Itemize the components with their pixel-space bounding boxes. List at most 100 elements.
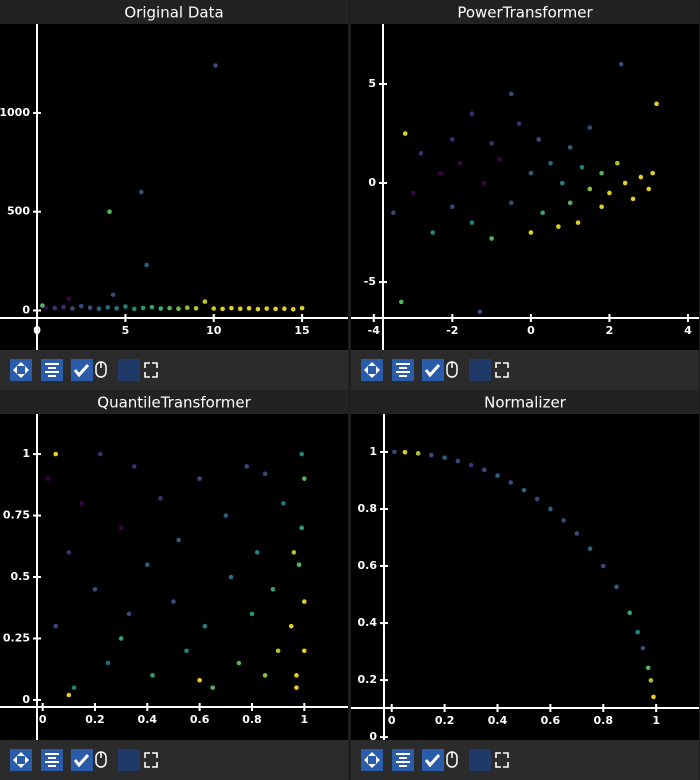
scatter-point — [87, 305, 93, 311]
zoom-tool[interactable] — [392, 749, 414, 771]
toggle-tool[interactable] — [71, 359, 93, 381]
scatter-point — [53, 623, 59, 629]
scatter-point — [302, 476, 307, 481]
plot-area — [351, 414, 699, 740]
scatter-point — [140, 305, 146, 311]
scatter-point — [521, 487, 527, 493]
toggle-tool[interactable] — [71, 749, 93, 771]
save-tool[interactable] — [469, 749, 491, 771]
scatter-point — [469, 111, 475, 117]
scatter-point — [237, 306, 243, 312]
icon — [45, 753, 59, 755]
scatter-point — [158, 306, 164, 311]
scatter-point — [587, 186, 593, 192]
icon — [48, 367, 56, 369]
scatter-point — [299, 451, 304, 457]
scatter-point — [391, 210, 396, 216]
scatter-point — [139, 189, 144, 195]
scatter-point — [468, 462, 474, 468]
y-tick-label: 500 — [7, 205, 30, 218]
wheel-zoom-tool[interactable] — [95, 751, 107, 768]
scatter-point — [450, 137, 455, 142]
zoom-tool[interactable] — [392, 359, 414, 381]
scatter-point — [654, 101, 659, 107]
scatter-point — [567, 145, 573, 150]
y-tick-label: 0 — [368, 176, 376, 189]
scatter-point — [528, 230, 534, 235]
scatter-point — [430, 230, 435, 235]
title-bar — [351, 390, 699, 414]
button-bg[interactable] — [41, 749, 63, 771]
scatter-point — [497, 156, 502, 162]
scatter-point — [288, 623, 294, 629]
scatter-point — [534, 496, 540, 502]
toggle-tool[interactable] — [422, 359, 444, 381]
button-bg[interactable] — [10, 359, 32, 381]
button-bg[interactable] — [41, 359, 63, 381]
button-bg[interactable] — [392, 749, 414, 771]
icon[interactable] — [495, 362, 509, 378]
scatter-point — [167, 305, 172, 311]
chart-panel: QuantileTransformer 0 0.2 0.4 0.6 0.8 1 0 0.25 0.… — [0, 390, 348, 740]
wheel-zoom-tool[interactable] — [446, 751, 458, 768]
button-bg[interactable] — [361, 359, 383, 381]
button-bg[interactable] — [392, 359, 414, 381]
x-tick-label: 0.2 — [85, 713, 105, 726]
button-bg[interactable] — [361, 749, 383, 771]
button-bg[interactable] — [10, 749, 32, 771]
icon[interactable] — [495, 752, 509, 768]
wheel-zoom-tool[interactable] — [446, 361, 458, 378]
toolbar — [351, 740, 699, 780]
fullscreen-tool[interactable] — [144, 362, 158, 378]
pan-tool[interactable] — [10, 359, 32, 381]
scatter-point — [149, 304, 155, 310]
save-tool[interactable] — [118, 749, 140, 771]
fullscreen-tool[interactable] — [144, 752, 158, 768]
scatter-point — [402, 449, 408, 455]
scatter-point — [255, 306, 261, 312]
fullscreen-tool[interactable] — [495, 752, 509, 768]
icon[interactable] — [144, 752, 158, 768]
zoom-tool[interactable] — [41, 359, 63, 381]
scatter-point — [262, 673, 268, 678]
scatter-point — [410, 190, 416, 196]
fullscreen-tool[interactable] — [495, 362, 509, 378]
title-bar — [351, 0, 699, 24]
scatter-point — [281, 500, 286, 506]
scatter-point — [118, 525, 124, 531]
scatter-point — [213, 63, 218, 68]
toggle-tool[interactable] — [422, 749, 444, 771]
scatter-point — [429, 452, 434, 458]
y-tick-label: 5 — [368, 77, 376, 90]
scatter-point — [556, 224, 561, 229]
pan-tool[interactable] — [10, 749, 32, 771]
y-tick-label: 1 — [22, 447, 30, 460]
wheel-zoom-tool[interactable] — [95, 361, 107, 378]
scatter-point — [202, 299, 208, 304]
scatter-point — [607, 190, 612, 196]
scatter-point — [599, 170, 604, 176]
save-tool[interactable] — [469, 359, 491, 381]
scatter-point — [176, 306, 181, 312]
zoom-tool[interactable] — [41, 749, 63, 771]
scatter-point — [66, 692, 72, 698]
icon[interactable] — [144, 362, 158, 378]
plot-area — [0, 24, 348, 350]
x-tick-label: -2 — [446, 324, 458, 337]
pan-tool[interactable] — [361, 359, 383, 381]
icon — [45, 761, 59, 763]
scatter-point — [262, 471, 268, 477]
save-tool[interactable] — [118, 359, 140, 381]
chart-title: Original Data — [124, 4, 223, 22]
scatter-point — [600, 563, 606, 569]
scatter-point — [402, 131, 408, 136]
scatter-point — [78, 303, 84, 309]
scatter-point — [275, 648, 281, 654]
y-tick-label: 0.8 — [358, 502, 378, 515]
pan-tool[interactable] — [361, 749, 383, 771]
y-tick-label: 0 — [369, 730, 377, 743]
icon — [396, 371, 410, 373]
scatter-point — [264, 306, 270, 311]
scatter-point — [249, 611, 255, 617]
scatter-point — [220, 306, 225, 312]
